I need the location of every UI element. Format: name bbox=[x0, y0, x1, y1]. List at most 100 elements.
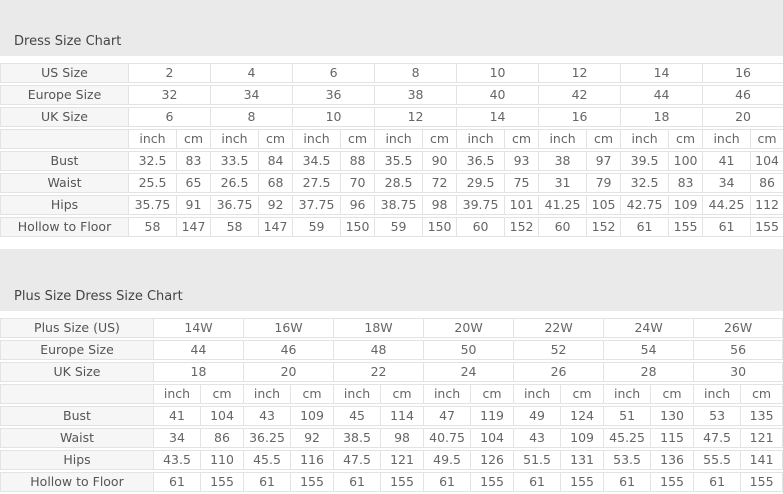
cm-value-cell: 83 bbox=[176, 151, 211, 171]
plus-size-chart-title-band: Plus Size Dress Size Chart bbox=[0, 249, 783, 311]
inch-value-cell: 36.25 bbox=[243, 428, 291, 448]
inch-value-cell: 34 bbox=[702, 173, 751, 193]
size-value-cell: 4 bbox=[210, 63, 293, 83]
inch-value-cell: 43.5 bbox=[153, 450, 200, 470]
inch-value-cell: 35.75 bbox=[128, 195, 176, 215]
divider bbox=[0, 311, 783, 315]
row-label-cell bbox=[0, 384, 153, 404]
measure-row: Hollow to Floor 58 147 58 147 59 150 59 150 60 152… bbox=[0, 217, 783, 237]
size-value-cell: 20 bbox=[243, 362, 334, 382]
inch-value-cell: 34 bbox=[153, 428, 200, 448]
cm-value-cell: 135 bbox=[740, 406, 783, 426]
inch-value-cell: 43 bbox=[513, 428, 561, 448]
unit-cm-cell: cm bbox=[340, 129, 375, 149]
measure-row: Hollow to Floor 61 155 61 155 61 155 61 155 61 155… bbox=[0, 472, 783, 492]
cm-value-cell: 155 bbox=[750, 217, 783, 237]
inch-value-cell: 36.5 bbox=[456, 151, 505, 171]
cm-value-cell: 119 bbox=[470, 406, 514, 426]
cm-value-cell: 86 bbox=[750, 173, 783, 193]
inch-value-cell: 51 bbox=[603, 406, 651, 426]
size-value-cell: 38 bbox=[374, 85, 457, 105]
inch-value-cell: 61 bbox=[693, 472, 741, 492]
unit-cm-cell: cm bbox=[290, 384, 334, 404]
size-row: UK Size 6 8 10 12 14 16 18 20 bbox=[0, 107, 783, 127]
unit-cm-cell: cm bbox=[176, 129, 211, 149]
inch-value-cell: 44.25 bbox=[702, 195, 751, 215]
size-value-cell: 16 bbox=[538, 107, 621, 127]
inch-value-cell: 41 bbox=[153, 406, 200, 426]
size-value-cell: 46 bbox=[702, 85, 783, 105]
size-value-cell: 20W bbox=[423, 318, 514, 338]
row-label-cell: Hips bbox=[0, 450, 153, 470]
row-label-cell: Waist bbox=[0, 428, 153, 448]
cm-value-cell: 83 bbox=[668, 173, 703, 193]
cm-value-cell: 155 bbox=[560, 472, 604, 492]
cm-value-cell: 96 bbox=[340, 195, 375, 215]
row-label-cell: Waist bbox=[0, 173, 128, 193]
inch-value-cell: 38 bbox=[538, 151, 587, 171]
cm-value-cell: 141 bbox=[740, 450, 783, 470]
cm-value-cell: 155 bbox=[200, 472, 244, 492]
inch-value-cell: 61 bbox=[603, 472, 651, 492]
unit-cm-cell: cm bbox=[560, 384, 604, 404]
size-value-cell: 22W bbox=[513, 318, 604, 338]
divider bbox=[0, 56, 783, 60]
size-value-cell: 18 bbox=[620, 107, 703, 127]
cm-value-cell: 155 bbox=[290, 472, 334, 492]
size-value-cell: 24 bbox=[423, 362, 514, 382]
unit-cm-cell: cm bbox=[668, 129, 703, 149]
unit-cm-cell: cm bbox=[504, 129, 539, 149]
size-value-cell: 12 bbox=[538, 63, 621, 83]
inch-value-cell: 39.75 bbox=[456, 195, 505, 215]
unit-inch-cell: inch bbox=[243, 384, 291, 404]
size-value-cell: 22 bbox=[333, 362, 424, 382]
inch-value-cell: 47.5 bbox=[333, 450, 381, 470]
size-row: US Size 2 4 6 8 10 12 14 16 bbox=[0, 63, 783, 83]
size-value-cell: 46 bbox=[243, 340, 334, 360]
inch-value-cell: 47.5 bbox=[693, 428, 741, 448]
inch-value-cell: 59 bbox=[374, 217, 423, 237]
size-value-cell: 52 bbox=[513, 340, 604, 360]
cm-value-cell: 121 bbox=[380, 450, 424, 470]
unit-inch-cell: inch bbox=[538, 129, 587, 149]
cm-value-cell: 75 bbox=[504, 173, 539, 193]
row-label-cell: Bust bbox=[0, 406, 153, 426]
unit-cm-cell: cm bbox=[200, 384, 244, 404]
unit-cm-cell: cm bbox=[258, 129, 293, 149]
inch-value-cell: 45.25 bbox=[603, 428, 651, 448]
size-value-cell: 32 bbox=[128, 85, 211, 105]
cm-value-cell: 79 bbox=[586, 173, 621, 193]
inch-value-cell: 61 bbox=[243, 472, 291, 492]
cm-value-cell: 112 bbox=[750, 195, 783, 215]
inch-value-cell: 26.5 bbox=[210, 173, 259, 193]
size-value-cell: 6 bbox=[128, 107, 211, 127]
unit-inch-cell: inch bbox=[423, 384, 471, 404]
measure-row: Waist 34 86 36.25 92 38.5 98 40.75 104 43 109 45.25… bbox=[0, 428, 783, 448]
inch-value-cell: 60 bbox=[456, 217, 505, 237]
size-row: Plus Size (US) 14W 16W 18W 20W 22W 24W 26W bbox=[0, 318, 783, 338]
inch-value-cell: 58 bbox=[128, 217, 176, 237]
cm-value-cell: 101 bbox=[504, 195, 539, 215]
inch-value-cell: 27.5 bbox=[292, 173, 341, 193]
inch-value-cell: 55.5 bbox=[693, 450, 741, 470]
inch-value-cell: 61 bbox=[423, 472, 471, 492]
unit-inch-cell: inch bbox=[603, 384, 651, 404]
unit-inch-cell: inch bbox=[333, 384, 381, 404]
size-value-cell: 16 bbox=[702, 63, 783, 83]
cm-value-cell: 109 bbox=[668, 195, 703, 215]
inch-value-cell: 29.5 bbox=[456, 173, 505, 193]
cm-value-cell: 100 bbox=[668, 151, 703, 171]
size-value-cell: 48 bbox=[333, 340, 424, 360]
unit-cm-cell: cm bbox=[470, 384, 514, 404]
inch-value-cell: 51.5 bbox=[513, 450, 561, 470]
cm-value-cell: 88 bbox=[340, 151, 375, 171]
unit-inch-cell: inch bbox=[128, 129, 176, 149]
size-value-cell: 2 bbox=[128, 63, 211, 83]
cm-value-cell: 93 bbox=[504, 151, 539, 171]
size-value-cell: 20 bbox=[702, 107, 783, 127]
inch-value-cell: 39.5 bbox=[620, 151, 669, 171]
size-value-cell: 18W bbox=[333, 318, 424, 338]
units-row: inch cm inch cm inch cm inch cm inch cm inch cm inch… bbox=[0, 384, 783, 404]
size-value-cell: 26 bbox=[513, 362, 604, 382]
unit-inch-cell: inch bbox=[456, 129, 505, 149]
